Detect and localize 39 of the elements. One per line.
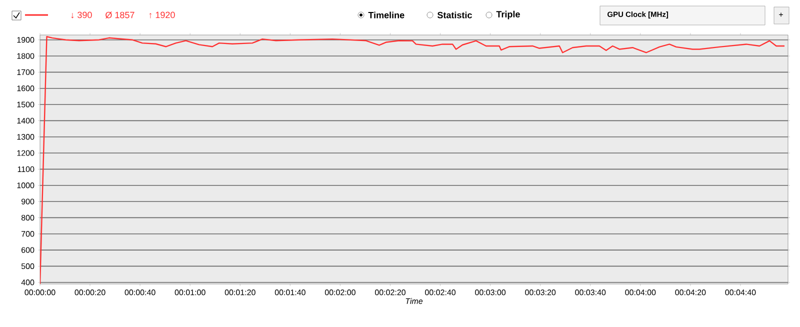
x-tick-label: 00:00:00 (24, 290, 56, 296)
text: Ø 1857 (106, 12, 134, 18)
x-tick-label: 00:03:40 (575, 290, 606, 296)
x-axis-title: Time (406, 298, 423, 304)
x-tick-label: 00:02:40 (425, 290, 456, 296)
text: ↓ 390 (71, 12, 92, 18)
x-tick-label: 00:03:20 (525, 290, 556, 296)
y-tick-label: 600 (22, 247, 34, 253)
x-tick-label: 00:04:20 (675, 290, 706, 296)
x-tick-label: 00:00:40 (124, 290, 156, 296)
x-tick-label: 00:01:20 (224, 290, 256, 296)
y-tick-label: 1700 (17, 69, 34, 76)
y-tick-label: 1500 (17, 102, 34, 108)
y-tick-label: 1100 (18, 166, 34, 172)
x-tick-label: 00:00:20 (74, 290, 106, 296)
y-tick-label: 1000 (17, 182, 34, 188)
text: Triple (496, 10, 520, 20)
x-tick-label: 00:01:00 (174, 290, 206, 296)
y-tick-label: 1400 (17, 118, 34, 124)
y-tick-label: 1900 (17, 37, 34, 43)
y-tick-label: 700 (22, 231, 34, 237)
y-tick-label: 500 (21, 263, 34, 270)
y-tick-label: 400 (21, 280, 34, 286)
text: + (779, 12, 783, 17)
y-tick-label: 800 (21, 214, 34, 221)
y-tick-label: 900 (22, 198, 34, 204)
x-tick-label: 00:04:40 (725, 290, 756, 296)
x-tick-label: 00:03:00 (475, 290, 506, 296)
text: ↑ 1920 (149, 12, 175, 18)
text: Statistic (437, 12, 472, 18)
x-tick-label: 00:04:00 (625, 290, 656, 296)
y-tick-label: 1200 (17, 150, 34, 156)
text: Timeline (368, 12, 404, 18)
x-tick-label: 00:01:40 (274, 290, 306, 296)
y-tick-label: 1300 (17, 134, 34, 140)
x-tick-label: 00:02:20 (374, 290, 406, 296)
y-tick-label: 1600 (17, 86, 34, 92)
y-tick-label: 1800 (17, 53, 34, 59)
x-tick-label: 00:02:00 (324, 290, 356, 296)
